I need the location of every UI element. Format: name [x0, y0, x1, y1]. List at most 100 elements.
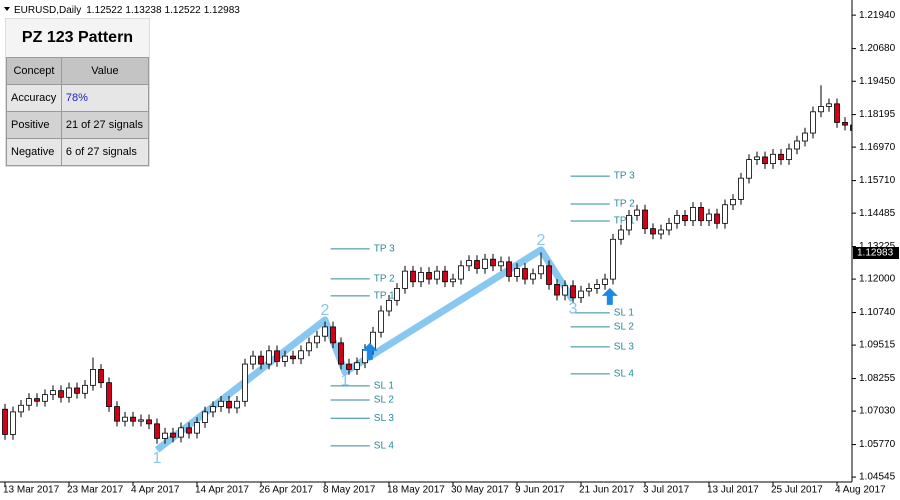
x-tick-label: 3 Jul 2017 [643, 485, 690, 496]
menu-arrow[interactable] [4, 7, 10, 11]
candle-body [730, 199, 736, 206]
candle-body [562, 285, 568, 296]
candle-body [634, 209, 640, 216]
candle-body [402, 270, 408, 289]
candle-body [354, 362, 360, 370]
level-label: SL 2 [614, 322, 635, 333]
candle-body [186, 427, 192, 434]
candle-body [210, 406, 216, 413]
candle-body [314, 335, 320, 344]
candle-body [650, 228, 656, 235]
candle-body [274, 350, 280, 362]
y-tick-label: 1.07030 [859, 406, 896, 417]
x-tick-label: 8 May 2017 [323, 485, 376, 496]
candle-body [538, 265, 544, 275]
x-tick-label: 21 Jun 2017 [579, 485, 634, 496]
candle-body [666, 222, 672, 231]
candle-body [426, 272, 432, 280]
candle-body [482, 258, 488, 269]
candle-body [818, 106, 824, 113]
stats-table: Concept Value Accuracy 78% Positive 21 of 2… [6, 57, 150, 166]
quote-high: 1.13238 [125, 5, 162, 16]
candle-body [466, 260, 472, 267]
candle-body [506, 261, 512, 277]
level-label: TP 3 [614, 171, 635, 182]
x-tick-label: 18 May 2017 [387, 485, 445, 496]
candle-body [498, 261, 504, 267]
last-price-box [853, 247, 899, 260]
candle-body [2, 408, 8, 435]
y-tick-label: 1.04545 [859, 472, 896, 483]
candle-body [58, 390, 64, 398]
candle-body [330, 326, 336, 344]
level-label: SL 4 [614, 369, 635, 380]
candle-body [386, 299, 392, 312]
candle-body [578, 290, 584, 299]
candle-body [410, 270, 416, 283]
panel-title: PZ 123 Pattern [21, 29, 134, 46]
candle-body [434, 270, 440, 280]
y-tick-label: 1.20680 [859, 43, 896, 54]
candle-body [762, 156, 768, 164]
candle-body [154, 423, 160, 439]
candle-body [770, 153, 776, 164]
candle-body [642, 209, 648, 230]
candle-body [106, 382, 112, 407]
candle-body [122, 416, 128, 422]
candle-body [850, 124, 852, 131]
candle-body [530, 273, 536, 280]
quote-open: 1.12522 [86, 5, 123, 16]
candle-body [394, 288, 400, 301]
row-label: Accuracy [6, 84, 62, 112]
candle-body [34, 398, 40, 402]
y-tick-label: 1.05770 [859, 439, 896, 450]
candle-body [754, 156, 760, 161]
candle-body [722, 204, 728, 224]
candle-body [322, 326, 328, 337]
y-tick-label: 1.14485 [859, 208, 896, 219]
candle-body [586, 288, 592, 292]
candle-body [82, 384, 88, 394]
candle-body [802, 132, 808, 142]
last-price-label: 1.12983 [857, 248, 894, 259]
candle-body [18, 404, 24, 413]
candle-body [594, 284, 600, 289]
candle-body [714, 213, 720, 224]
candle-body [450, 278, 456, 283]
y-tick-label: 1.13225 [859, 241, 896, 252]
candle-body [226, 400, 232, 409]
candle-body [842, 122, 848, 126]
level-label: TP 2 [614, 199, 635, 210]
x-tick-label: 25 Jul 2017 [771, 485, 823, 496]
candle-body [706, 213, 712, 222]
chart-header: EURUSD,Daily 1.12522 1.13238 1.12522 1.12983 [14, 5, 240, 16]
column-header: Value [60, 57, 150, 85]
candle-body [658, 229, 664, 235]
x-tick-label: 13 Mar 2017 [3, 485, 60, 496]
row-label: Negative [6, 138, 62, 166]
candle-body [442, 270, 448, 283]
row-value: 21 of 27 signals [60, 111, 150, 139]
y-tick-label: 1.10740 [859, 307, 896, 318]
candle-body [418, 272, 424, 283]
candle-body [194, 422, 200, 434]
candle-body [250, 355, 256, 365]
x-tick-label: 4 Apr 2017 [131, 485, 180, 496]
candle-body [346, 363, 352, 370]
signal-arrow [361, 342, 378, 360]
pattern-label: 1 [341, 372, 350, 389]
level-label: SL 2 [374, 395, 395, 406]
candle-body [282, 355, 288, 362]
candle-body [778, 153, 784, 161]
candle-body [74, 387, 80, 394]
y-tick-label: 1.15710 [859, 175, 896, 186]
candle-body [738, 177, 744, 200]
level-label: TP 1 [614, 216, 635, 227]
candle-body [618, 229, 624, 240]
candle-body [826, 103, 832, 107]
level-label: TP 2 [374, 273, 395, 284]
candle-body [338, 342, 344, 365]
candle-body [690, 207, 696, 222]
